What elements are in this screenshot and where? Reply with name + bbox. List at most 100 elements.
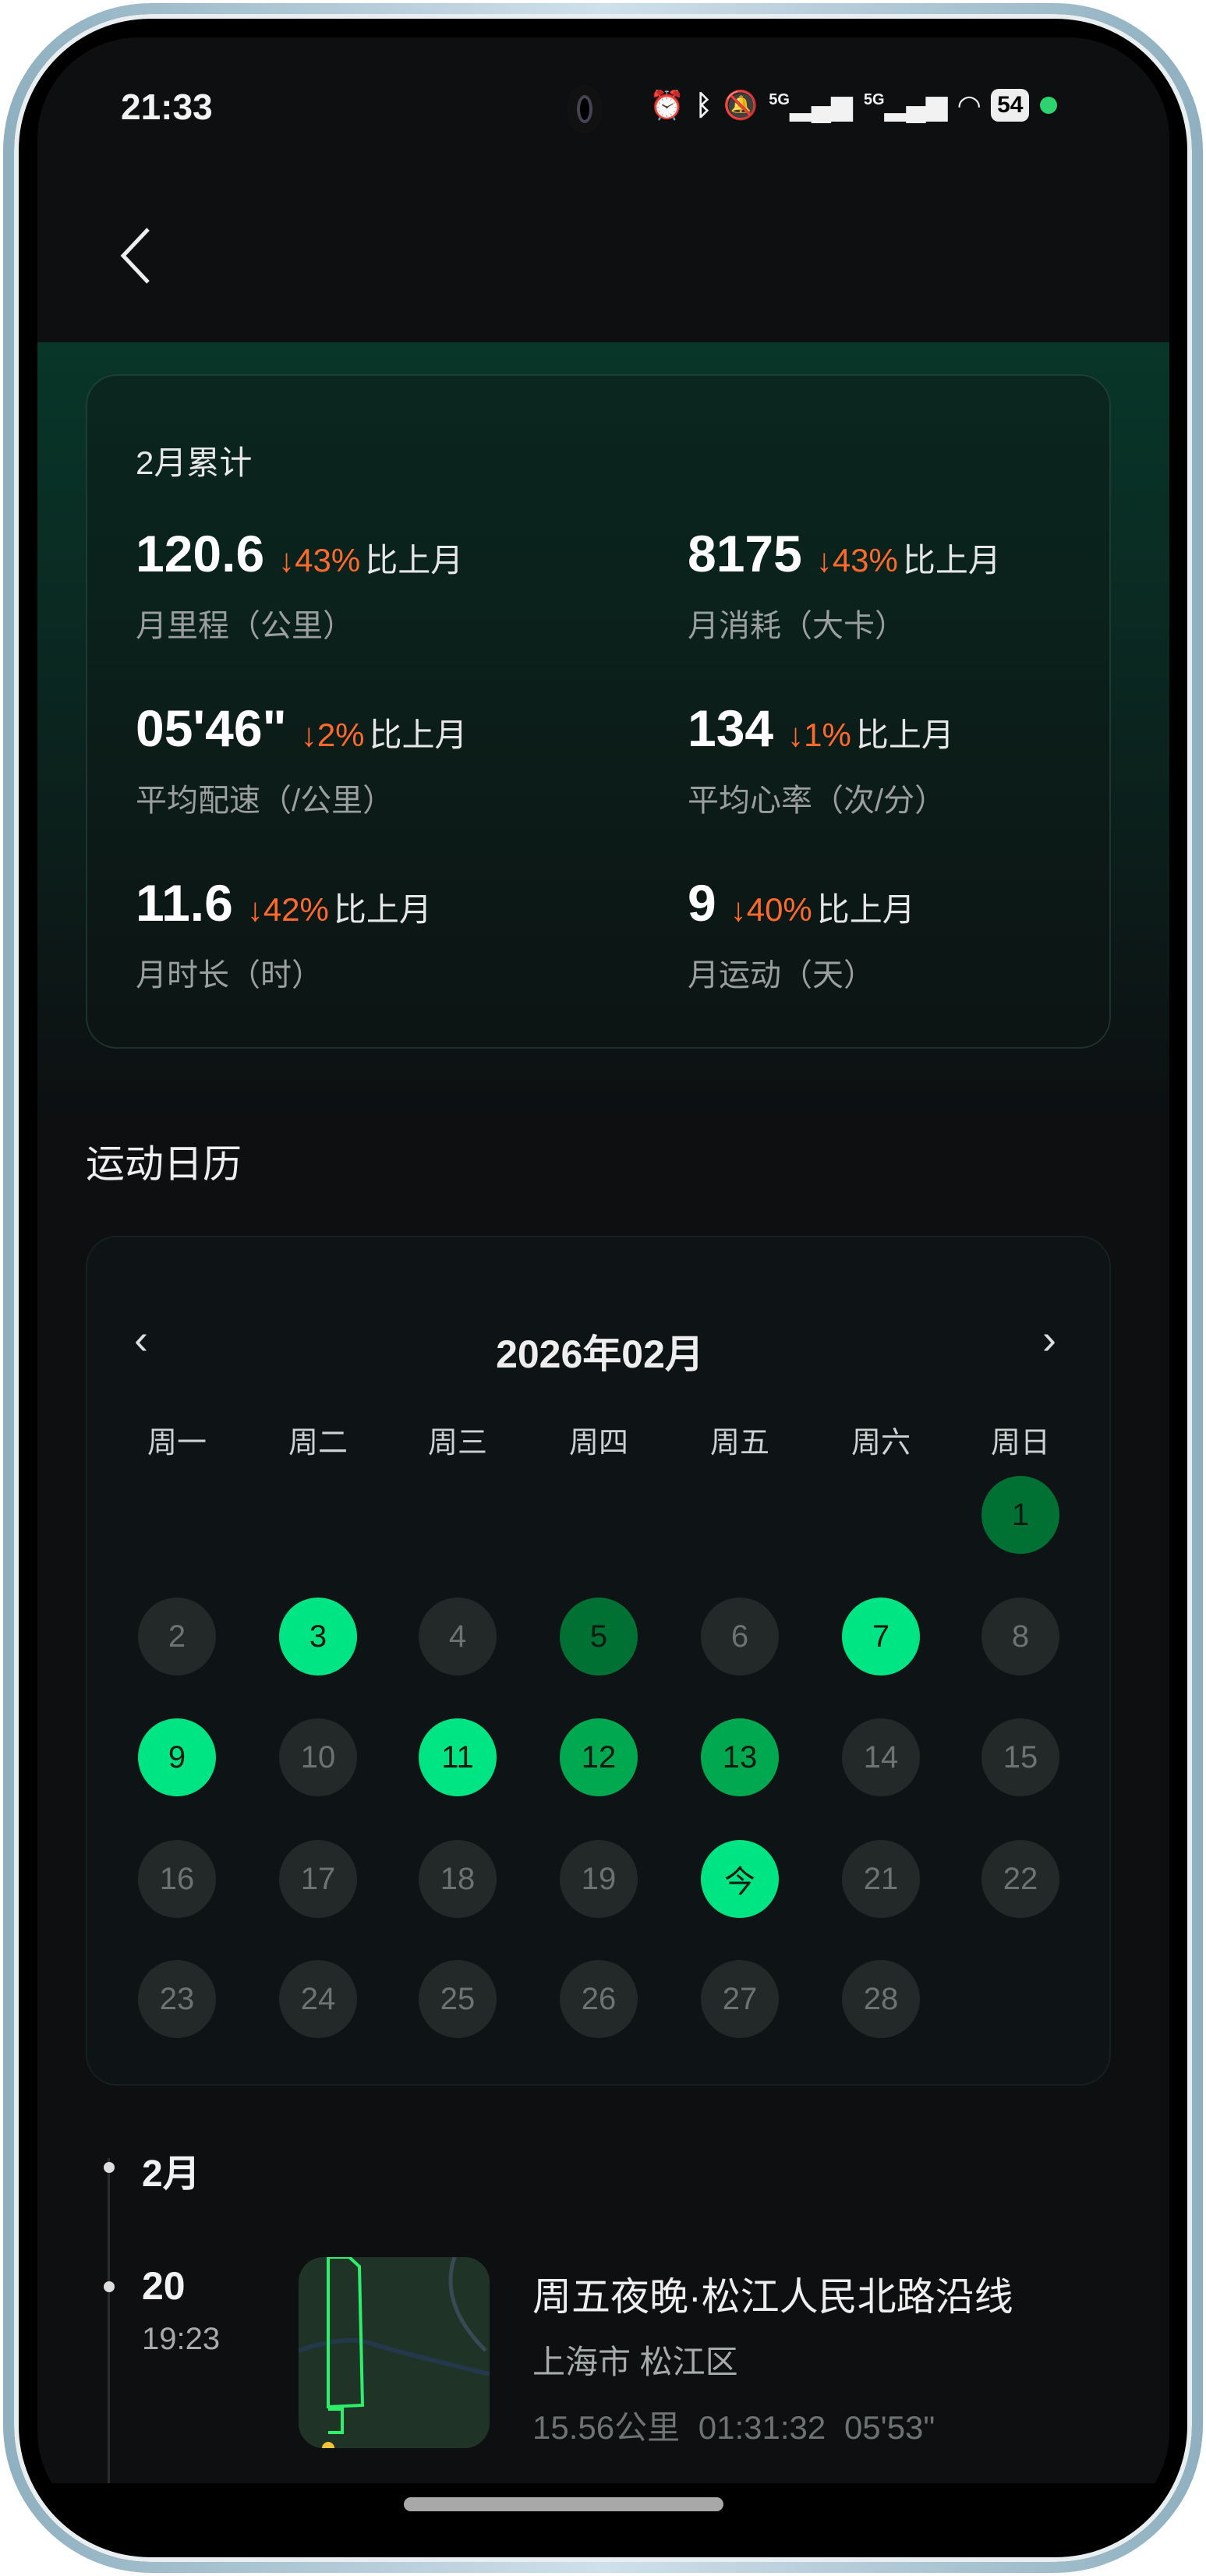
calendar-day[interactable]: 15: [981, 1718, 1059, 1796]
stat-item: 11.6 ↓42% 比上月 月时长（时）: [136, 873, 619, 995]
alarm-icon: ⏰: [649, 89, 684, 121]
stat-change: ↓1%: [787, 717, 851, 753]
stat-item: 05'46" ↓2% 比上月平均配速（/公里）: [136, 699, 619, 820]
stat-value: 11.6: [136, 874, 233, 932]
privacy-dot: [1040, 97, 1058, 114]
stat-change: ↓2%: [300, 717, 365, 753]
battery-icon: 54: [991, 89, 1030, 122]
stat-compare-label: 比上月: [333, 891, 432, 928]
stat-compare-label: 比上月: [902, 542, 1001, 579]
stat-value: 120.6: [136, 525, 265, 582]
activity-distance: 15.56公里: [532, 2409, 681, 2446]
signal-5g-icon: 5G▂▄▆: [769, 89, 853, 121]
stat-item: 134 ↓1% 比上月平均心率（次/分）: [688, 699, 1169, 820]
calendar-day[interactable]: 22: [981, 1840, 1059, 1918]
stat-label: 平均心率（次/分）: [688, 784, 946, 818]
screen: 21:33 ⏰ ᛒ 🔕 5G▂▄▆ 5G▂▄▆ ◠ 54 2月累计 120.6 ↓…: [37, 37, 1169, 2532]
weekday-label: 周四: [568, 1427, 628, 1460]
stat-item: 8175 ↓43% 比上月月消耗（大卡）: [688, 524, 1169, 646]
calendar-day[interactable]: 今: [701, 1840, 779, 1918]
route-map-thumbnail[interactable]: [299, 2257, 490, 2448]
timeline-dot: [104, 2281, 115, 2292]
calendar-day[interactable]: 1: [981, 1476, 1059, 1554]
header-gradient: [37, 342, 1169, 1122]
calendar-day[interactable]: 10: [279, 1718, 357, 1796]
calendar-day[interactable]: 4: [419, 1598, 497, 1675]
stat-change: ↓40%: [730, 891, 812, 928]
stat-value: 9: [688, 874, 716, 932]
monthly-summary-card: 2月累计 120.6 ↓43% 比上月 月里程（公里） 8175 ↓43% 比上月 月消耗（大…: [86, 374, 1111, 1049]
calendar-day[interactable]: 14: [842, 1718, 920, 1796]
calendar-day[interactable]: 26: [560, 1960, 638, 2038]
calendar-day[interactable]: 11: [419, 1718, 497, 1796]
calendar-section-title: 运动日历: [86, 1142, 242, 1186]
calendar-day[interactable]: 3: [279, 1598, 357, 1675]
calendar-day[interactable]: 16: [138, 1840, 216, 1918]
stat-compare-label: 比上月: [369, 717, 468, 753]
calendar-day[interactable]: 7: [842, 1598, 920, 1675]
timeline-month: 2月: [142, 2153, 200, 2195]
prev-month-button[interactable]: ‹: [134, 1316, 148, 1363]
back-button[interactable]: [115, 225, 162, 287]
calendar-day[interactable]: 25: [419, 1960, 497, 2038]
calendar-day[interactable]: 18: [419, 1840, 497, 1918]
weekday-label: 周六: [851, 1427, 911, 1460]
calendar-day[interactable]: 19: [560, 1840, 638, 1918]
stat-compare-label: 比上月: [365, 542, 464, 579]
calendar-month-label: 2026年02月: [496, 1332, 704, 1376]
stat-value: 8175: [688, 525, 802, 582]
stat-change: ↓43%: [278, 542, 361, 579]
weekday-label: 周日: [990, 1427, 1050, 1460]
status-icons: ⏰ ᛒ 🔕 5G▂▄▆ 5G▂▄▆ ◠ 54: [649, 89, 1058, 122]
signal-5g-icon: 5G▂▄▆: [863, 89, 948, 121]
stat-item: 120.6 ↓43% 比上月 月里程（公里）: [136, 524, 619, 646]
calendar-day[interactable]: 24: [279, 1960, 357, 2038]
calendar-day[interactable]: 2: [138, 1598, 216, 1675]
activity-location: 上海市 松江区: [532, 2344, 738, 2380]
activity-stats: 15.56公里 01:31:32 05'53": [532, 2401, 935, 2449]
home-indicator[interactable]: [404, 2497, 723, 2511]
next-month-button[interactable]: ›: [1042, 1316, 1056, 1363]
calendar-day[interactable]: 27: [701, 1960, 779, 2038]
stat-label: 月时长（时）: [136, 958, 323, 993]
entry-day: 20: [142, 2264, 186, 2308]
stat-label: 月里程（公里）: [136, 609, 354, 643]
chevron-left-icon: [120, 228, 150, 284]
activity-duration: 01:31:32: [698, 2409, 826, 2446]
calendar-day[interactable]: 6: [701, 1598, 779, 1675]
calendar-day[interactable]: 21: [842, 1840, 920, 1918]
stat-value: 134: [688, 699, 774, 757]
timeline-dot: [104, 2162, 115, 2173]
route-path: [327, 2257, 365, 2409]
calendar-day[interactable]: 12: [560, 1718, 638, 1796]
stat-change: ↓43%: [815, 542, 898, 579]
calendar-day[interactable]: 13: [701, 1718, 779, 1796]
status-time: 21:33: [121, 87, 213, 127]
timeline-line: [108, 2158, 110, 2532]
stat-label: 月消耗（大卡）: [688, 609, 906, 643]
activity-title[interactable]: 周五夜晚·松江人民北路沿线: [532, 2275, 1013, 2319]
camera-cutout: [568, 86, 602, 133]
activity-calendar: ‹ 2026年02月 › 周一 周二 周三 周四 周五 周六 周日 1 2 3 4 5 6 7 8 9 10 11…: [86, 1236, 1111, 2086]
calendar-day[interactable]: 5: [560, 1598, 638, 1675]
calendar-day[interactable]: 23: [138, 1960, 216, 2038]
stat-compare-label: 比上月: [855, 717, 954, 753]
activity-pace: 05'53": [843, 2409, 935, 2446]
weekday-label: 周五: [709, 1427, 769, 1460]
weekday-label: 周三: [427, 1427, 487, 1460]
calendar-day[interactable]: 17: [279, 1840, 357, 1918]
weekday-label: 周一: [147, 1427, 207, 1460]
stat-label: 月运动（天）: [688, 958, 875, 993]
wifi-icon: ◠: [958, 89, 981, 121]
mute-icon: 🔕: [723, 89, 759, 121]
bluetooth-icon: ᛒ: [695, 89, 713, 121]
summary-title: 2月累计: [136, 444, 253, 481]
stat-value: 05'46": [136, 699, 287, 757]
stat-label: 平均配速（/公里）: [136, 784, 394, 818]
stat-change: ↓42%: [246, 891, 329, 928]
entry-time: 19:23: [142, 2322, 221, 2356]
calendar-day[interactable]: 8: [981, 1598, 1059, 1675]
calendar-day[interactable]: 28: [842, 1960, 920, 2038]
calendar-day[interactable]: 9: [138, 1718, 216, 1796]
weekday-label: 周二: [288, 1427, 348, 1460]
